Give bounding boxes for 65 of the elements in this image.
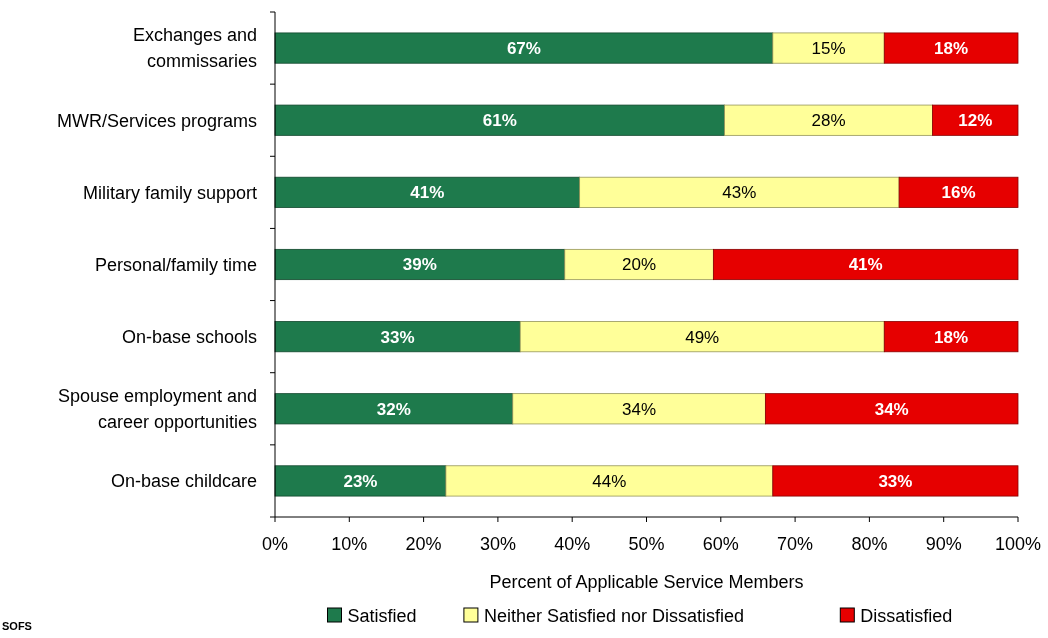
- legend-label: Satisfied: [347, 606, 417, 626]
- x-tick-label: 20%: [405, 534, 442, 554]
- text: SOFS: [2, 620, 32, 632]
- x-tick-label: 40%: [554, 534, 591, 554]
- y-tick-label: Exchanges and commissaries: [132, 25, 257, 72]
- data-label: 16%: [941, 183, 976, 203]
- bar: [764, 393, 1019, 425]
- data-label: 34%: [622, 399, 657, 419]
- data-label: 33%: [380, 327, 415, 347]
- data-label: 23%: [343, 471, 378, 491]
- y-tick-label: On-base childcare: [110, 471, 257, 492]
- bar: [274, 393, 514, 425]
- bar: [512, 393, 766, 425]
- bar: [898, 176, 1019, 208]
- x-tick-label: 10%: [331, 534, 368, 554]
- data-label: 43%: [722, 183, 757, 203]
- bar: [274, 321, 521, 353]
- bar: [274, 32, 774, 64]
- bar: [724, 104, 933, 136]
- data-label: 20%: [622, 255, 657, 275]
- bar: [519, 321, 885, 353]
- bar: [579, 176, 900, 208]
- x-tick-label: 80%: [851, 534, 888, 554]
- x-tick-label: 70%: [777, 534, 814, 554]
- data-label: 34%: [874, 399, 909, 419]
- x-axis-title: Percent of Applicable Service Members: [489, 572, 804, 592]
- bar: [274, 104, 725, 136]
- y-tick-label: Personal/family time: [94, 254, 257, 275]
- x-tick-label: 0%: [261, 534, 289, 554]
- data-label: 39%: [402, 255, 437, 275]
- data-label: 28%: [811, 111, 846, 131]
- data-label: 67%: [506, 39, 541, 59]
- y-tick-label: Spouse employment and career opportunities: [57, 386, 257, 433]
- legend-label: Neither Satisfied nor Dissatisfied: [483, 606, 745, 626]
- data-label: 18%: [934, 39, 969, 59]
- bar: [712, 248, 1019, 281]
- bar: [932, 104, 1019, 136]
- bar: [274, 176, 581, 208]
- data-label: 44%: [592, 471, 627, 491]
- bar: [274, 248, 566, 281]
- y-tick-label: On-base schools: [121, 326, 257, 347]
- data-label: 12%: [958, 111, 993, 131]
- x-tick-label: 100%: [994, 534, 1042, 554]
- data-label: 33%: [878, 471, 913, 491]
- x-tick-label: 90%: [925, 534, 962, 554]
- data-label: 61%: [482, 111, 517, 131]
- y-tick-label: Military family support: [82, 182, 257, 203]
- bar: [883, 32, 1019, 64]
- data-label: 41%: [410, 183, 445, 203]
- bar: [772, 465, 1019, 497]
- x-tick-label: 60%: [702, 534, 739, 554]
- data-label: 41%: [848, 255, 883, 275]
- data-label: 32%: [376, 399, 411, 419]
- legend-label: Dissatisfied: [860, 606, 953, 626]
- bar: [883, 321, 1019, 353]
- x-tick-label: 50%: [628, 534, 665, 554]
- bar: [445, 465, 774, 497]
- bar: [274, 465, 447, 497]
- x-tick-label: 30%: [479, 534, 516, 554]
- bar: [564, 248, 714, 281]
- y-tick-label: MWR/Services programs: [56, 110, 257, 131]
- data-label: 49%: [685, 327, 720, 347]
- data-label: 18%: [934, 327, 969, 347]
- bar: [772, 32, 885, 64]
- data-label: 15%: [811, 39, 846, 59]
